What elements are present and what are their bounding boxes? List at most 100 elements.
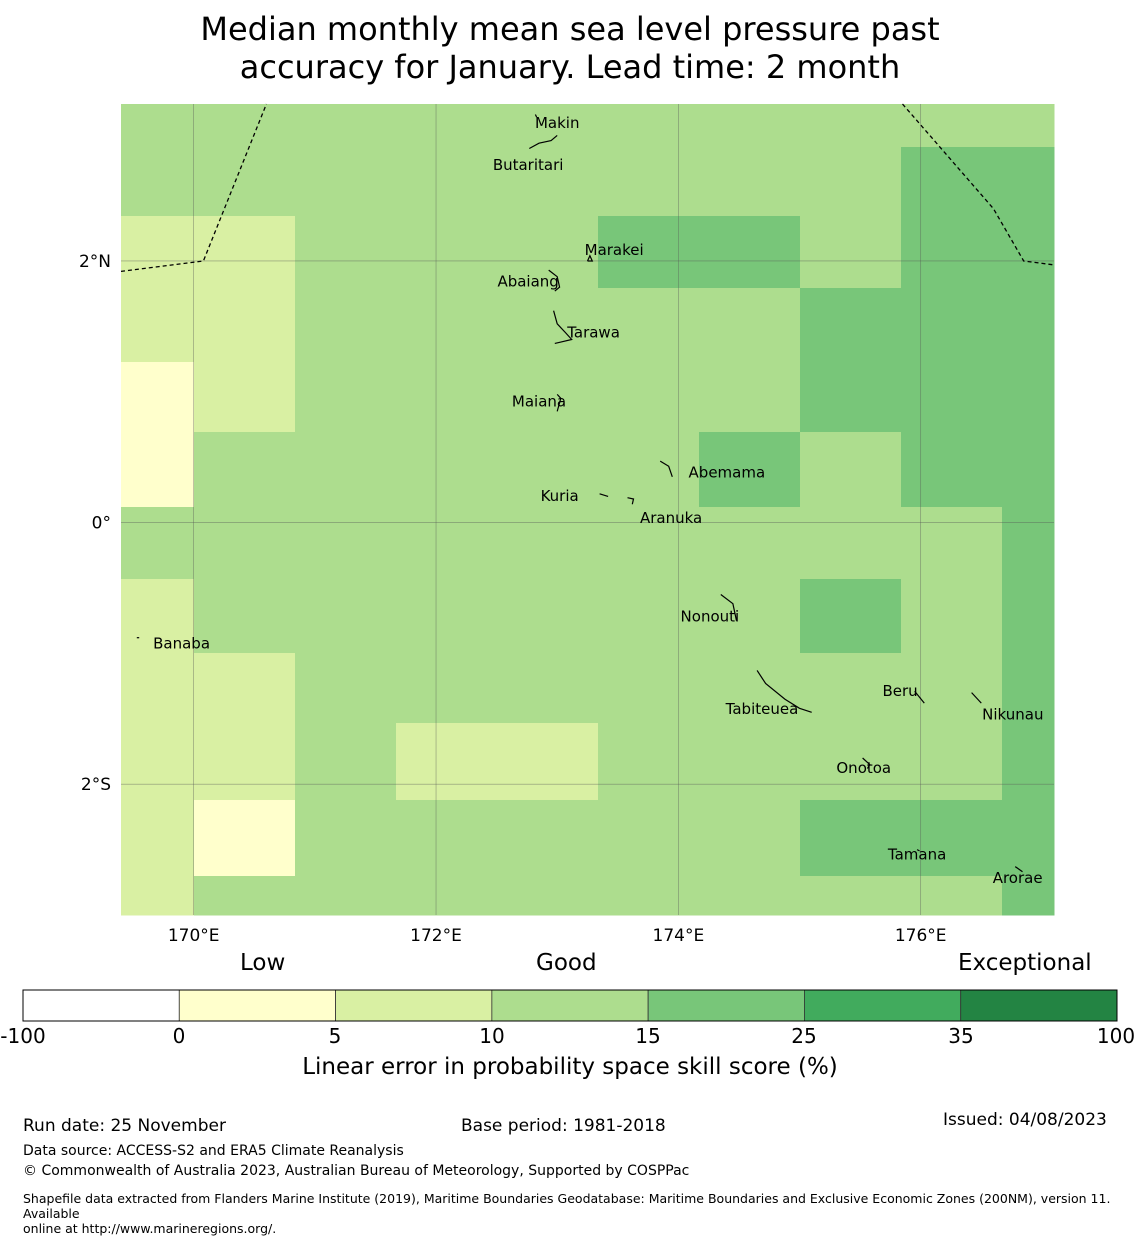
skill-cell (121, 147, 195, 217)
island-outline (756, 670, 812, 713)
skill-cell (1002, 362, 1055, 433)
island-outline (1014, 866, 1023, 873)
skill-cell (194, 216, 296, 289)
island-outline (586, 254, 594, 262)
skill-cell (699, 800, 801, 877)
skill-cell (901, 579, 1003, 654)
skill-cell (800, 723, 902, 801)
island-outline (916, 849, 920, 852)
skill-cell (295, 723, 397, 801)
skill-cell (800, 507, 902, 580)
skill-cell (396, 432, 498, 508)
skill-cell (497, 104, 599, 148)
island-label: Makin (535, 114, 580, 132)
island-label: Nikunau (982, 705, 1043, 723)
skill-cell (121, 653, 195, 724)
colorbar-segment (178, 989, 336, 1022)
island-label: Aranuka (640, 509, 702, 527)
skill-cell (396, 800, 498, 877)
skill-cell (598, 432, 700, 508)
skill-cell (800, 876, 902, 916)
skill-cell (699, 432, 801, 508)
legend-tick: 5 (328, 1024, 342, 1048)
island-outline (914, 690, 925, 704)
skill-cell (295, 288, 397, 363)
colorbar-frame (22, 989, 1118, 1022)
skill-cell (598, 579, 700, 654)
skill-cell (901, 216, 1003, 289)
skill-cell (800, 288, 902, 363)
longitude-tick-label: 174°E (653, 926, 705, 946)
skill-cell (901, 432, 1003, 508)
map-title-line-2: accuracy for January. Lead time: 2 month (239, 48, 901, 86)
skill-cell (121, 800, 195, 877)
colorbar-segment (804, 989, 962, 1022)
skill-cell (121, 362, 195, 433)
skill-cell (598, 288, 700, 363)
skill-cell (194, 104, 296, 148)
skill-cell (396, 216, 498, 289)
base-period: Base period: 1981-2018 (461, 1116, 666, 1136)
skill-cell (396, 876, 498, 916)
skill-cell (295, 579, 397, 654)
skill-cell (800, 216, 902, 289)
skill-cell (699, 653, 801, 724)
island-label: Tamana (887, 845, 946, 863)
latitude-tick-label: 0° (92, 514, 111, 534)
island-label: Maiana (512, 393, 566, 411)
skill-cell (121, 288, 195, 363)
legend-label-good: Good (536, 950, 597, 976)
skill-cell (699, 147, 801, 217)
longitude-tick-label: 170°E (168, 926, 220, 946)
skill-cell (497, 432, 599, 508)
skill-cell (800, 362, 902, 433)
island-label: Banaba (153, 635, 210, 653)
skill-cell (800, 104, 902, 148)
issued-date: Issued: 04/08/2023 (943, 1110, 1107, 1130)
colorbar-segment (335, 989, 493, 1022)
copyright: © Commonwealth of Australia 2023, Austra… (23, 1163, 690, 1179)
skill-cell (497, 723, 599, 801)
island-outline (553, 310, 573, 344)
skill-cell (497, 507, 599, 580)
skill-cell (598, 104, 700, 148)
longitude-tick-label: 176°E (895, 926, 947, 946)
skill-cell (121, 104, 195, 148)
skill-cell (1002, 104, 1055, 148)
island-outline (599, 493, 609, 497)
skill-cell (598, 723, 700, 801)
skill-cell (497, 147, 599, 217)
legend-label-low: Low (240, 950, 286, 976)
skill-cell (1002, 876, 1055, 916)
skill-cell (121, 507, 195, 580)
island-label: Tabiteuea (725, 700, 799, 718)
skill-cell (396, 288, 498, 363)
skill-cell (1002, 432, 1055, 508)
island-outline (548, 269, 561, 292)
colorbar-segment (960, 989, 1118, 1022)
island-outline (659, 460, 673, 477)
skill-cell (497, 800, 599, 877)
skill-cell (295, 800, 397, 877)
legend-tick: -100 (0, 1024, 46, 1048)
skill-cell (295, 216, 397, 289)
skill-cell (396, 147, 498, 217)
map-title: Median monthly mean sea level pressure p… (0, 10, 1140, 86)
skill-cell (800, 800, 902, 877)
island-label: Kuria (541, 487, 579, 505)
skill-cell (1002, 653, 1055, 724)
skill-cell (121, 432, 195, 508)
legend-label-exceptional: Exceptional (958, 950, 1092, 976)
skill-cell (295, 432, 397, 508)
island-label: Onotoa (836, 759, 891, 777)
skill-cell (800, 147, 902, 217)
skill-cell (295, 362, 397, 433)
legend-tick: 25 (791, 1024, 817, 1048)
maritime-boundary (902, 103, 1055, 266)
island-outline (529, 134, 558, 150)
skill-cell (598, 653, 700, 724)
skill-cell (598, 216, 700, 289)
data-source: Data source: ACCESS-S2 and ERA5 Climate … (23, 1143, 404, 1159)
skill-cell (497, 876, 599, 916)
